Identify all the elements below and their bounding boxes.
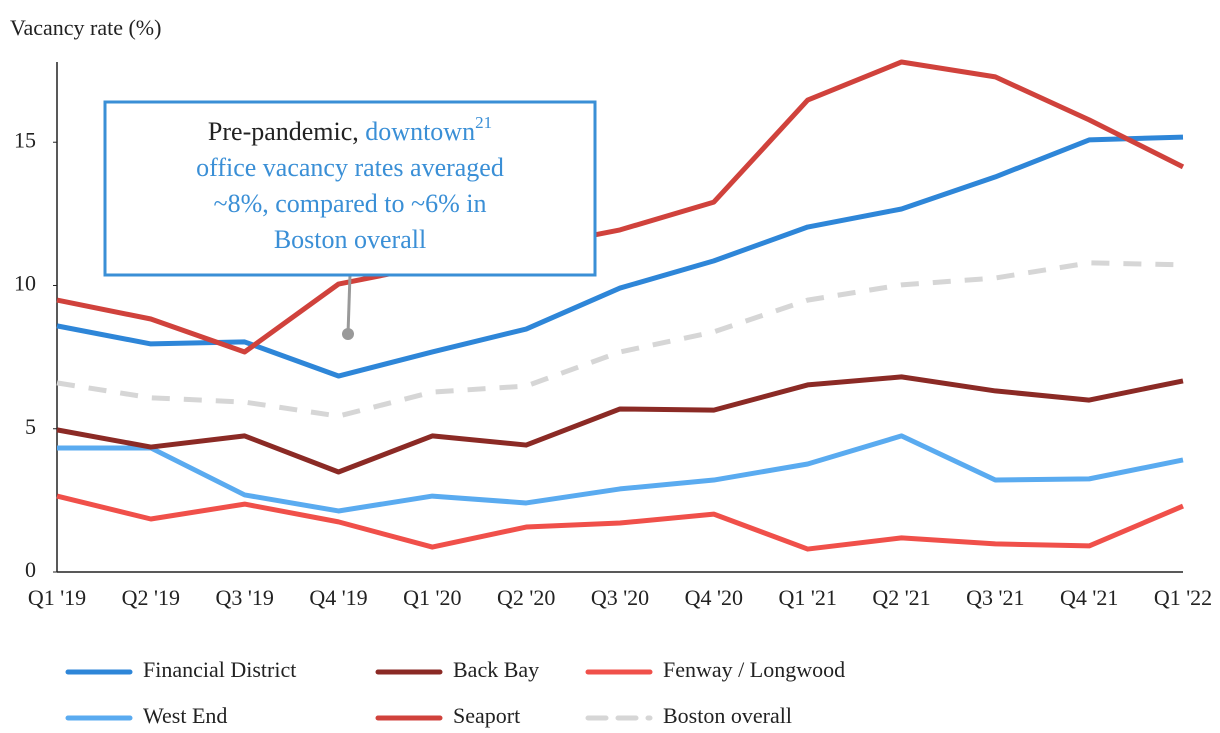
- legend-label: Fenway / Longwood: [663, 657, 845, 682]
- legend-label: Financial District: [143, 657, 296, 682]
- series-line: [57, 433, 1184, 514]
- x-tick-label: Q4 '20: [685, 585, 743, 610]
- annotation-line: ~8%, compared to ~6% in: [214, 189, 487, 218]
- x-tick-label: Q3 '21: [966, 585, 1024, 610]
- x-tick-label: Q1 '22: [1154, 585, 1212, 610]
- x-tick-label: Q2 '19: [122, 585, 180, 610]
- legend-label: Boston overall: [663, 703, 792, 728]
- series-line: [56, 134, 1184, 379]
- annotation-line: Pre-pandemic, downtown21: [208, 113, 492, 146]
- y-tick-label: 5: [25, 414, 36, 439]
- x-tick-label: Q2 '20: [497, 585, 555, 610]
- y-tick-label: 15: [14, 127, 36, 152]
- annotation-text: ~8%, compared to ~6% in: [214, 189, 487, 218]
- annotation-line: office vacancy rates averaged: [196, 153, 504, 182]
- y-tick-label: 0: [25, 557, 36, 582]
- annotation-line: Boston overall: [274, 225, 426, 254]
- x-tick-label: Q3 '19: [215, 585, 273, 610]
- annotation-dot: [342, 328, 354, 340]
- y-axis-label: Vacancy rate (%): [10, 15, 161, 40]
- annotation-text: 21: [475, 113, 492, 132]
- annotation: Pre-pandemic, downtown21 office vacancy r…: [196, 113, 504, 254]
- annotation-text: downtown: [365, 117, 475, 146]
- annotation-box: [103, 100, 597, 277]
- annotation-text: Boston overall: [274, 225, 426, 254]
- x-tick-label: Q1 '19: [28, 585, 86, 610]
- x-tick-label: Q1 '20: [403, 585, 461, 610]
- legend-label: Back Bay: [453, 657, 539, 682]
- annotation-text: Pre-pandemic,: [208, 117, 365, 146]
- series-line: [56, 374, 1184, 475]
- x-tick-label: Q4 '19: [309, 585, 367, 610]
- x-tick-label: Q2 '21: [872, 585, 930, 610]
- series-line: [56, 493, 1184, 552]
- y-tick-label: 10: [14, 271, 36, 296]
- legend-label: Seaport: [453, 703, 520, 728]
- x-tick-label: Q4 '21: [1060, 585, 1118, 610]
- x-tick-label: Q1 '21: [778, 585, 836, 610]
- annotation-connector: [346, 274, 352, 335]
- series-line: [56, 59, 1185, 355]
- legend-label: West End: [143, 703, 227, 728]
- annotation-text: office vacancy rates averaged: [196, 153, 504, 182]
- x-tick-label: Q3 '20: [591, 585, 649, 610]
